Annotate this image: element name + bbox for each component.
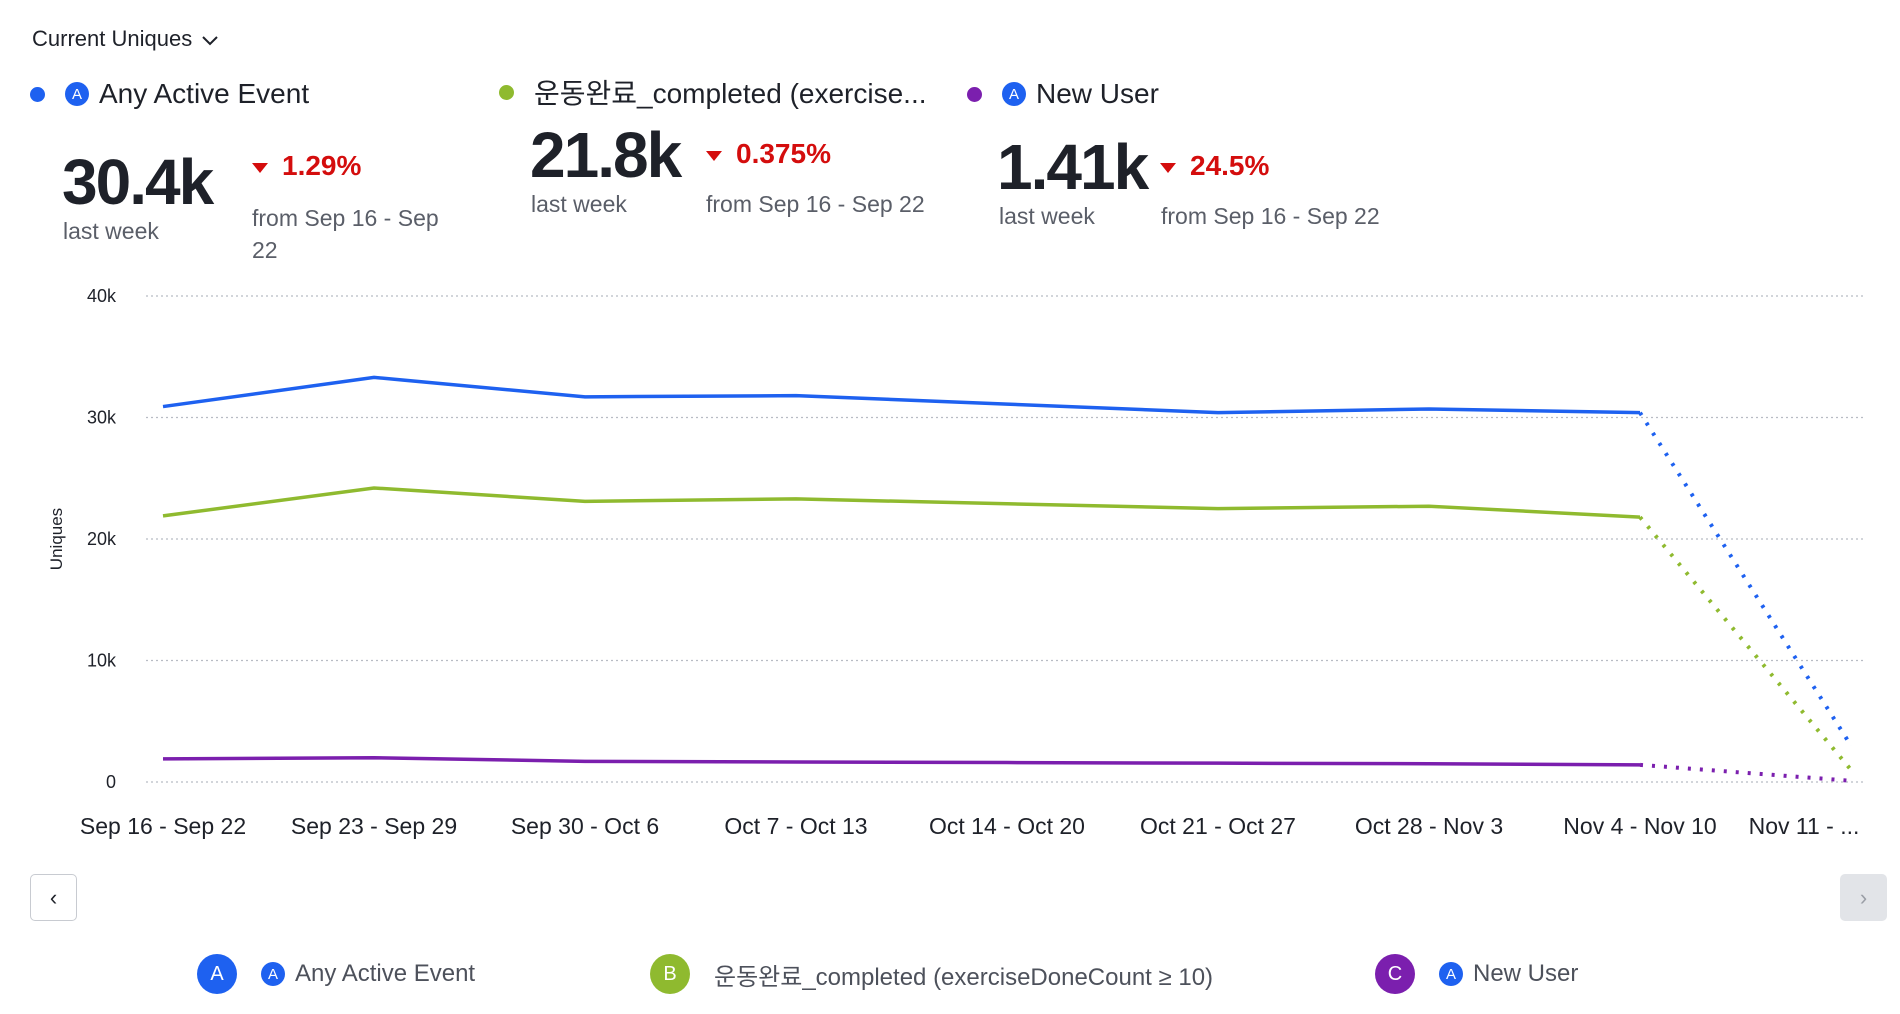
event-icon: A [1002, 82, 1026, 106]
series-line-incomplete [1638, 411, 1853, 747]
summary-card-a: A Any Active Event [30, 78, 309, 110]
series-letter-badge: C [1375, 954, 1415, 994]
y-tick-label: 30k [87, 408, 117, 428]
chevron-down-icon [202, 26, 218, 52]
series-name: Any Active Event [99, 78, 310, 109]
y-axis-label: Uniques [47, 508, 66, 570]
metric-dropdown[interactable]: Current Uniques [32, 26, 218, 52]
y-tick-label: 40k [87, 286, 117, 306]
prev-page-button[interactable]: ‹ [30, 874, 77, 921]
series-name: 운동완료_completed (exercise... [534, 78, 927, 109]
series-dot [967, 86, 982, 102]
x-tick-label: Sep 23 - Sep 29 [291, 813, 457, 839]
series-line-incomplete [1639, 762, 1852, 783]
series-letter-badge: A [197, 954, 237, 994]
event-icon: A [1439, 962, 1463, 986]
x-tick-label: Sep 16 - Sep 22 [80, 813, 246, 839]
summary-delta: 1.29% [252, 150, 361, 182]
summary-compare: from Sep 16 - Sep 22 [252, 205, 439, 263]
x-tick-label: Nov 4 - Nov 10 [1563, 813, 1716, 839]
series-line [162, 486, 1641, 519]
series-name: New User [1036, 78, 1159, 109]
summary-delta: 0.375% [706, 138, 831, 170]
chevron-left-icon: ‹ [49, 884, 58, 910]
next-page-button[interactable]: › [1840, 874, 1887, 921]
y-tick-label: 20k [87, 529, 117, 549]
down-arrow-icon [706, 150, 722, 161]
down-arrow-icon [252, 162, 268, 173]
summary-compare: from Sep 16 - Sep 22 [1161, 203, 1380, 229]
x-tick-label: Oct 21 - Oct 27 [1140, 813, 1296, 839]
x-tick-label: Oct 28 - Nov 3 [1355, 813, 1503, 839]
series-dot [30, 86, 45, 102]
summary-value: 21.8k [530, 119, 682, 191]
series-line-incomplete [1638, 515, 1853, 772]
summary-card-c: A New User [967, 78, 1159, 110]
summary-period: last week [999, 203, 1095, 229]
summary-period: last week [63, 218, 159, 244]
metric-label: Current Uniques [32, 26, 193, 51]
summary-compare: from Sep 16 - Sep 22 [706, 191, 925, 217]
summary-value: 30.4k [62, 146, 214, 218]
event-icon: A [261, 962, 285, 986]
summary-delta: 24.5% [1160, 150, 1269, 182]
legend-item-b[interactable]: B 운동완료_completed (exerciseDoneCount ≥ 10) [650, 954, 1213, 994]
down-arrow-icon [1160, 162, 1176, 173]
summary-period: last week [531, 191, 627, 217]
x-tick-label: Oct 7 - Oct 13 [724, 813, 867, 839]
x-tick-label: Sep 30 - Oct 6 [511, 813, 659, 839]
legend-item-a[interactable]: A A Any Active Event [197, 954, 475, 994]
x-tick-label: Oct 14 - Oct 20 [929, 813, 1085, 839]
y-tick-label: 0 [106, 772, 116, 792]
chevron-right-icon: › [1859, 884, 1868, 910]
summary-value: 1.41k [997, 131, 1149, 203]
series-dot [499, 84, 514, 100]
event-icon: A [65, 82, 89, 106]
summary-card-b: 운동완료_completed (exercise... [499, 72, 927, 112]
legend-item-c[interactable]: C A New User [1375, 954, 1578, 994]
series-line [162, 755, 1641, 767]
y-tick-label: 10k [87, 651, 117, 671]
series-line [162, 375, 1641, 415]
x-tick-label: Nov 11 - ... [1749, 813, 1860, 839]
line-chart: Uniques 0 10k 20k 30k 40k Sep 16 - Sep 22 Sep … [47, 286, 1866, 839]
series-letter-badge: B [650, 954, 690, 994]
